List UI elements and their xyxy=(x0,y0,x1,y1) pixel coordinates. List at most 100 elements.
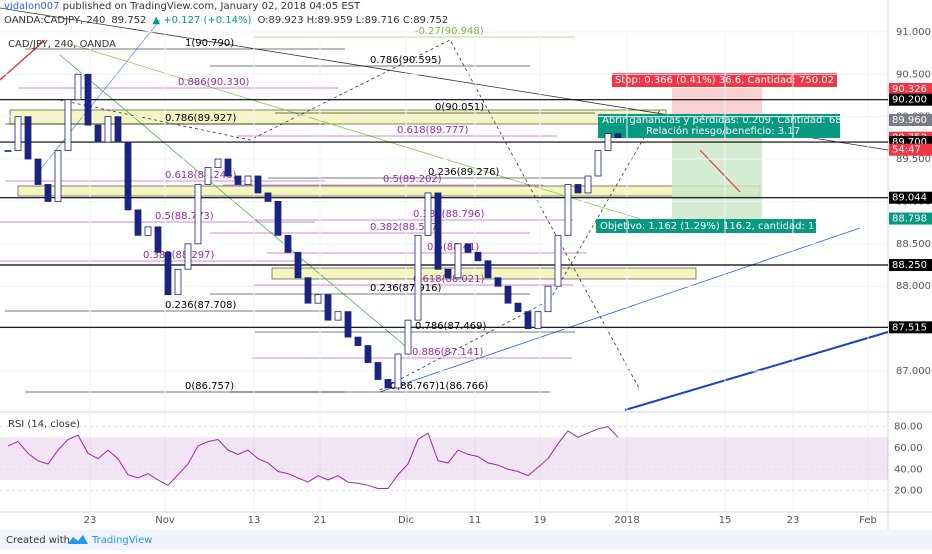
candle xyxy=(84,73,92,126)
price-label: 88.250 xyxy=(892,260,927,271)
fib-label: 0.786(90.595) xyxy=(370,55,442,66)
x-tick-label: Feb xyxy=(859,515,877,526)
candle xyxy=(414,234,422,321)
change: ▲ +0.127 (+0.14%) xyxy=(152,15,251,26)
fib-label: 0.382(88.297) xyxy=(143,250,215,261)
x-tick-label: 23 xyxy=(84,515,97,526)
candle xyxy=(594,150,602,177)
x-tick-label: 11 xyxy=(469,515,482,526)
fib-label: -0.27(90.948) xyxy=(415,26,484,37)
y-tick-label: 88.500 xyxy=(896,239,931,250)
candle xyxy=(154,226,162,253)
candle xyxy=(484,260,492,279)
candle xyxy=(504,285,512,304)
footer-created: Created with xyxy=(6,535,70,546)
price-label: 89.044 xyxy=(892,193,927,204)
fib-label: 0.618(89.777) xyxy=(397,125,469,136)
candle xyxy=(164,251,172,296)
countdown: 54:47 xyxy=(892,145,921,156)
rsi-band xyxy=(0,437,888,480)
candle xyxy=(424,192,432,236)
trend-line xyxy=(59,54,411,351)
price-label: 88.798 xyxy=(892,214,927,225)
y-tick-label: 88.000 xyxy=(896,281,931,292)
price-label: 90.326 xyxy=(892,84,927,95)
candle xyxy=(64,99,72,151)
candle xyxy=(354,336,362,346)
candle xyxy=(474,251,482,262)
candle xyxy=(364,345,372,363)
candle xyxy=(344,311,352,338)
candle xyxy=(404,319,412,355)
rsi-title: RSI (14, close) xyxy=(8,419,80,430)
candle xyxy=(334,311,342,321)
x-tick-label: 19 xyxy=(534,515,547,526)
candle xyxy=(324,294,332,321)
y-tick-label: 40.00 xyxy=(894,464,923,475)
rsi-line xyxy=(7,426,619,489)
candle xyxy=(24,116,32,160)
candle xyxy=(284,234,292,253)
y-tick-label: 91.000 xyxy=(896,27,931,38)
trend-line xyxy=(379,227,861,393)
zone xyxy=(271,267,697,280)
fib-label: 0.5(88.41) xyxy=(427,242,479,253)
candle xyxy=(604,133,612,151)
arrow xyxy=(699,149,741,193)
candle xyxy=(384,379,392,389)
price-label: 90.200 xyxy=(892,95,927,106)
candle xyxy=(274,201,282,236)
candle xyxy=(134,209,142,236)
fib-label: 0.786(87.469) xyxy=(415,321,487,332)
candle xyxy=(294,251,302,279)
candle xyxy=(74,73,82,101)
candle xyxy=(54,150,62,202)
candle xyxy=(4,150,12,152)
symbol: OANDA:CADJPY, 240 xyxy=(4,15,105,26)
candle xyxy=(114,116,122,143)
last: 89.752 xyxy=(111,15,146,26)
fib-label: 0.382(88.527) xyxy=(370,222,442,233)
candle xyxy=(554,234,562,287)
quote: OANDA:CADJPY, 240 89.752 ▲ +0.127 (+0.14%)… xyxy=(4,15,448,26)
candle xyxy=(34,158,42,185)
candle xyxy=(104,116,112,143)
fib-label: 0.236(87.916) xyxy=(370,283,442,294)
marks: 87.00087.50088.00088.50089.00089.50090.0… xyxy=(0,26,932,526)
fib-label: 0.236(87.708) xyxy=(165,300,237,311)
label-bg xyxy=(598,114,840,138)
x-tick-label: Dic xyxy=(398,515,414,526)
fib-label: 0.886(90.330) xyxy=(178,77,250,88)
candle xyxy=(244,175,252,185)
candle xyxy=(194,184,202,245)
candle xyxy=(584,175,592,194)
price-label: 89.960 xyxy=(892,115,927,126)
candle xyxy=(224,158,232,177)
candle xyxy=(254,175,262,194)
fib-label: 0.618(89.246) xyxy=(165,170,237,181)
candle xyxy=(204,167,212,185)
price-label: 89.700 xyxy=(892,137,927,148)
candle xyxy=(94,124,102,143)
y-tick-label: 89.500 xyxy=(896,154,931,165)
candle xyxy=(394,353,402,389)
x-tick-label: Nov xyxy=(155,515,175,526)
stop-label: Stop: 0.366 (0.41%) 36.6, Cantidad: 750.… xyxy=(615,75,834,86)
fib-label: 0.5(88.773) xyxy=(155,211,214,222)
candle xyxy=(44,184,52,202)
candle xyxy=(264,192,272,202)
price-label-bg xyxy=(889,212,932,225)
price-label-bg xyxy=(889,321,932,334)
fib-label: 0.5(89.202) xyxy=(383,174,442,185)
candle xyxy=(304,277,312,304)
candle xyxy=(544,285,552,313)
price-label-bg xyxy=(889,259,932,272)
candle xyxy=(524,311,532,330)
candle xyxy=(124,141,132,211)
candle xyxy=(144,226,152,236)
candle xyxy=(574,184,582,194)
fib-label: 0.236(89.276) xyxy=(428,167,500,178)
label-bg xyxy=(596,219,816,233)
